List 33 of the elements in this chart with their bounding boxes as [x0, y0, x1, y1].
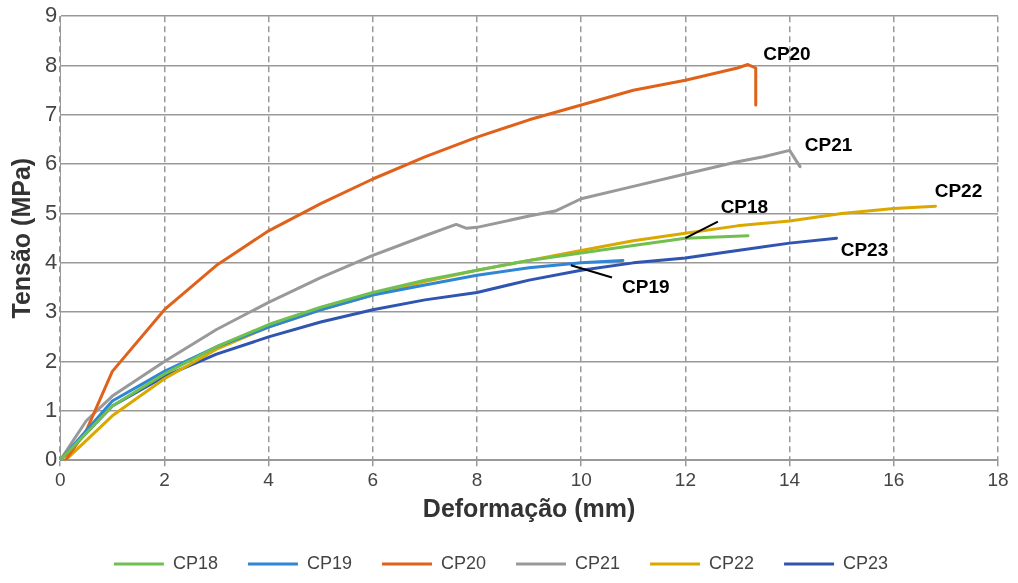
- x-tick-label: 8: [471, 468, 483, 490]
- y-tick-label: 4: [44, 248, 58, 274]
- annotation: CP22: [934, 180, 983, 202]
- x-tick-label: 16: [883, 468, 905, 490]
- legend-label: CP18: [172, 552, 218, 573]
- x-tick-label: 6: [367, 468, 379, 490]
- legend-label: CP21: [575, 552, 621, 573]
- y-tick-label: 1: [44, 396, 58, 422]
- legend-label: CP20: [440, 552, 486, 573]
- x-tick-label: 10: [570, 468, 592, 490]
- y-tick-label: 6: [44, 150, 58, 176]
- y-tick-label: 2: [44, 347, 58, 373]
- x-tick-label: 2: [159, 468, 170, 490]
- y-tick-label: 9: [44, 2, 58, 28]
- y-axis-title: Tensão (MPa): [6, 157, 35, 319]
- y-tick-label: 5: [44, 199, 58, 225]
- x-axis-title: Deformação (mm): [422, 493, 636, 522]
- y-tick-label: 0: [44, 446, 58, 472]
- annotation: CP23: [840, 239, 889, 261]
- annotation: CP20: [763, 42, 811, 64]
- annotation: CP18: [720, 196, 769, 218]
- x-tick-label: 4: [263, 468, 275, 490]
- x-tick-label: 18: [987, 468, 1009, 490]
- annotation: CP21: [804, 133, 853, 155]
- y-tick-label: 3: [44, 298, 58, 324]
- legend-label: CP19: [306, 552, 352, 573]
- legend-label: CP23: [843, 552, 889, 573]
- legend-label: CP22: [709, 552, 755, 573]
- y-tick-label: 8: [44, 51, 58, 77]
- annotation: CP19: [622, 275, 670, 297]
- x-tick-label: 14: [779, 468, 801, 490]
- x-tick-label: 12: [674, 468, 696, 490]
- y-tick-label: 7: [44, 100, 58, 126]
